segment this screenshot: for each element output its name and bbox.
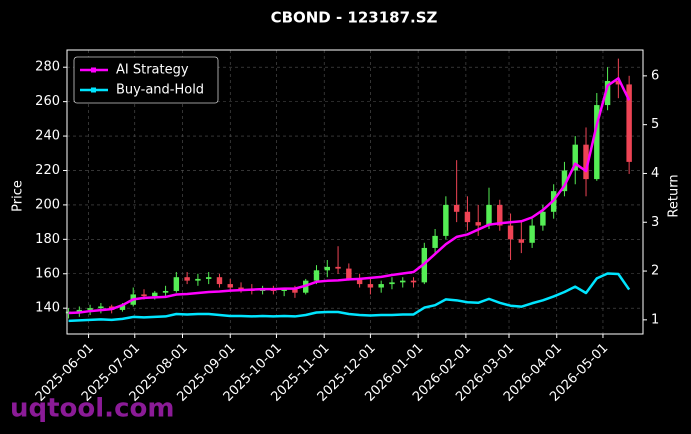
candle-body <box>400 280 406 283</box>
y-tick-label: 180 <box>35 232 60 247</box>
candle-body <box>378 284 384 288</box>
y2-tick-label: 5 <box>651 117 659 132</box>
chart-title: CBOND - 123187.SZ <box>271 9 438 27</box>
y2-tick-label: 2 <box>651 264 659 279</box>
candle-body <box>152 292 158 297</box>
candle-body <box>507 225 514 240</box>
candle-body <box>615 80 622 85</box>
y-tick-label: 220 <box>35 163 60 178</box>
legend-frame <box>73 56 219 104</box>
y2-tick-label: 3 <box>651 215 659 230</box>
watermark: uqtool.com <box>10 394 174 424</box>
candle-body <box>87 308 93 310</box>
y2-axis-label: Return <box>667 174 682 217</box>
y-tick-label: 240 <box>35 129 60 144</box>
legend-label: AI Strategy <box>116 63 189 78</box>
y2-tick-label: 6 <box>651 68 659 83</box>
candle-body <box>98 306 104 309</box>
candle-body <box>572 144 578 171</box>
candle-body <box>464 211 471 223</box>
candle-body <box>410 280 417 283</box>
candle-body <box>324 266 330 271</box>
candle-body <box>346 268 352 279</box>
legend-marker <box>91 67 96 73</box>
candle-body <box>604 80 611 106</box>
candle-body <box>486 204 492 226</box>
candle-body <box>518 239 525 243</box>
candle-body <box>561 170 568 192</box>
y2-tick-label: 1 <box>651 312 659 327</box>
candle-body <box>443 204 449 236</box>
legend: AI Strategy Buy-and-Hold <box>73 56 219 104</box>
candle-body <box>356 278 363 285</box>
candle-body <box>626 84 632 162</box>
candle-body <box>238 287 244 290</box>
candle-body <box>335 266 341 269</box>
y-tick-label: 280 <box>35 60 60 75</box>
y2-tick-label: 4 <box>651 166 659 181</box>
candle-body <box>141 294 147 297</box>
candle-body <box>76 309 83 312</box>
candle-body <box>162 290 169 293</box>
y-tick-label: 200 <box>35 197 60 212</box>
candle-body <box>367 284 374 288</box>
candle-body <box>292 289 298 293</box>
candle-body <box>432 235 438 248</box>
plot-frame <box>66 49 644 335</box>
candle-body <box>497 204 503 226</box>
legend-label: Buy-and-Hold <box>116 83 204 98</box>
series-line <box>68 77 631 315</box>
candle-body <box>227 284 233 288</box>
series-line <box>68 272 631 323</box>
candle-body <box>529 225 535 243</box>
y-tick-label: 160 <box>35 266 60 281</box>
candle-body <box>453 204 460 212</box>
candle-body <box>313 270 320 281</box>
candle-body <box>195 278 201 281</box>
candle-body <box>216 277 223 285</box>
candle-body <box>184 277 190 281</box>
candle-body <box>389 282 395 285</box>
legend-marker <box>91 87 96 93</box>
candle-body <box>594 105 600 180</box>
candle-body <box>583 144 589 180</box>
y-axis-label: Price <box>11 180 26 212</box>
candle-body <box>173 277 180 291</box>
y-tick-label: 140 <box>35 301 60 316</box>
candle-body <box>475 222 481 226</box>
y-tick-label: 260 <box>35 94 60 109</box>
candle-body <box>119 304 126 310</box>
candle-body <box>205 277 212 279</box>
candle-body <box>540 211 546 226</box>
candle-body <box>281 289 287 291</box>
